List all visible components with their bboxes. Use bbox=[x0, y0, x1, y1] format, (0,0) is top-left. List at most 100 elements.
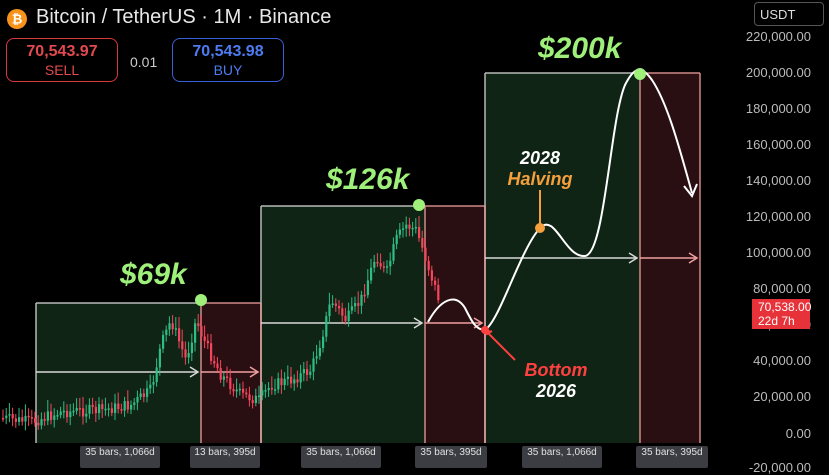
bar-range-tag: 35 bars, 1,066d bbox=[80, 446, 160, 468]
candle-body bbox=[30, 417, 33, 419]
candle-body bbox=[101, 404, 104, 410]
bar-range-tag: 35 bars, 1,066d bbox=[522, 446, 602, 468]
candle-body bbox=[389, 260, 392, 267]
candle-body bbox=[82, 408, 85, 417]
current-price-value: 70,538.00 bbox=[758, 300, 812, 314]
candle-body bbox=[402, 228, 405, 230]
candle-body bbox=[341, 308, 344, 316]
peak-126k-label: $126k bbox=[326, 163, 410, 196]
candle-body bbox=[264, 390, 267, 392]
candle-body bbox=[424, 247, 427, 261]
candle-body bbox=[213, 360, 216, 364]
candle-body bbox=[309, 371, 312, 375]
buy-label: BUY bbox=[213, 62, 243, 78]
candle-body bbox=[210, 343, 213, 361]
candle-body bbox=[104, 408, 107, 411]
candle-body bbox=[190, 342, 193, 354]
candle-body bbox=[85, 413, 88, 417]
halving-year: 2028 bbox=[519, 148, 561, 168]
bar-range-tag: 35 bars, 1,066d bbox=[301, 446, 381, 468]
candle-body bbox=[366, 280, 369, 296]
candle-body bbox=[344, 315, 347, 322]
halving-marker bbox=[535, 223, 545, 233]
peak-200k-label: $200k bbox=[538, 32, 622, 65]
symbol-title[interactable]: Bitcoin / TetherUS · 1M · Binance bbox=[36, 6, 332, 28]
candle-body bbox=[197, 323, 200, 327]
candle-body bbox=[235, 389, 238, 392]
candle-body bbox=[398, 229, 401, 235]
candle-body bbox=[46, 411, 49, 421]
candle-body bbox=[187, 353, 190, 358]
candle-body bbox=[123, 401, 126, 411]
peak-126k-marker bbox=[413, 199, 425, 211]
candle-body bbox=[430, 270, 433, 281]
current-price-label: 70,538.00 22d 7h bbox=[752, 299, 812, 329]
candle-body bbox=[24, 415, 27, 422]
candle-body bbox=[194, 323, 197, 343]
bar-range-tag: 35 bars, 395d bbox=[636, 446, 708, 468]
candle-body bbox=[8, 414, 11, 416]
candle-body bbox=[315, 356, 318, 359]
candle-body bbox=[14, 418, 17, 422]
candle-body bbox=[261, 390, 264, 396]
sell-price: 70,543.97 bbox=[26, 43, 98, 60]
candle-body bbox=[418, 226, 421, 239]
candle-body bbox=[174, 328, 177, 330]
candle-body bbox=[299, 373, 302, 383]
candlestick-series bbox=[2, 216, 440, 431]
candle-body bbox=[334, 303, 337, 306]
candle-body bbox=[408, 224, 411, 229]
candle-body bbox=[69, 411, 72, 418]
candle-body bbox=[62, 410, 65, 413]
candle-body bbox=[325, 316, 328, 337]
candle-body bbox=[18, 417, 21, 422]
candle-body bbox=[293, 379, 296, 384]
candle-body bbox=[267, 387, 270, 391]
candle-body bbox=[370, 267, 373, 281]
candle-body bbox=[203, 336, 206, 341]
candle-body bbox=[40, 419, 43, 426]
candle-body bbox=[427, 260, 430, 271]
candle-body bbox=[126, 401, 129, 410]
candle-body bbox=[376, 261, 379, 264]
candle-body bbox=[158, 348, 161, 368]
candle-body bbox=[421, 238, 424, 248]
candle-body bbox=[75, 408, 78, 411]
candle-body bbox=[318, 347, 321, 357]
candle-body bbox=[347, 310, 350, 322]
spread-value: 0.01 bbox=[130, 54, 158, 70]
price-tick: 200,000.00 bbox=[745, 65, 811, 80]
price-tick: 80,000.00 bbox=[753, 281, 811, 296]
buy-button[interactable]: 70,543.98 BUY bbox=[172, 38, 284, 82]
candle-body bbox=[360, 294, 363, 306]
bitcoin-icon: ₿ bbox=[7, 9, 27, 29]
candle-body bbox=[331, 303, 334, 306]
candle-body bbox=[184, 349, 187, 358]
candle-body bbox=[386, 266, 389, 268]
candle-body bbox=[405, 224, 408, 229]
bar-range-tag: 35 bars, 395d bbox=[415, 446, 487, 468]
candle-body bbox=[242, 388, 245, 393]
candle-body bbox=[280, 378, 283, 386]
candle-body bbox=[171, 323, 174, 330]
price-tick: 0.00 bbox=[785, 426, 811, 441]
candle-body bbox=[274, 389, 277, 391]
candle-body bbox=[437, 284, 440, 301]
currency-select[interactable]: USDT bbox=[754, 2, 824, 26]
buy-price: 70,543.98 bbox=[192, 43, 264, 60]
candle-body bbox=[117, 403, 120, 410]
candle-body bbox=[232, 389, 235, 392]
bottom-year: 2026 bbox=[535, 381, 577, 401]
candle-body bbox=[66, 410, 69, 418]
cycle-2-accumulation bbox=[261, 206, 425, 443]
candle-body bbox=[373, 261, 376, 268]
candle-body bbox=[245, 392, 248, 395]
candle-body bbox=[216, 363, 219, 369]
candle-body bbox=[139, 393, 142, 397]
candle-body bbox=[222, 376, 225, 380]
candle-body bbox=[149, 384, 152, 389]
candle-body bbox=[302, 369, 305, 374]
sell-button[interactable]: 70,543.97 SELL bbox=[6, 38, 118, 82]
svg-text:₿: ₿ bbox=[12, 12, 23, 27]
